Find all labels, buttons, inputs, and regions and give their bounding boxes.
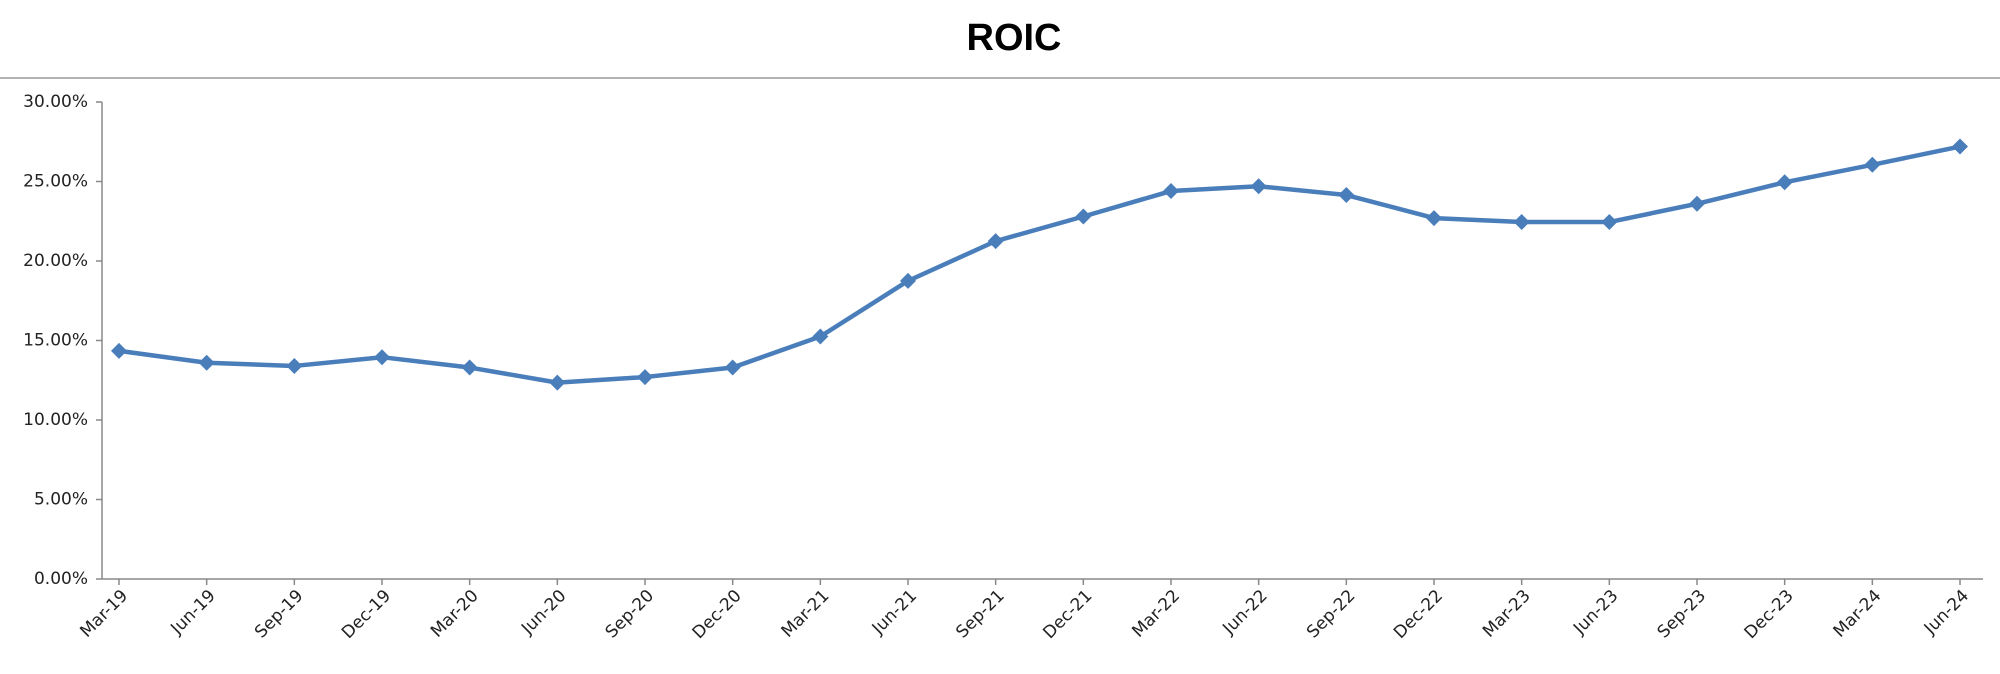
data-point <box>286 357 303 374</box>
x-tick-label: Jun-20 <box>517 586 570 639</box>
x-tick-label: Mar-24 <box>1830 586 1886 642</box>
x-tick-label: Jun-24 <box>1920 586 1973 639</box>
x-tick-label: Jun-22 <box>1218 586 1271 639</box>
data-line <box>118 144 1961 385</box>
x-tick-label: Dec-20 <box>689 586 746 643</box>
y-tick-label: 5.00% <box>34 490 88 510</box>
data-point <box>374 349 390 366</box>
data-point <box>637 369 653 386</box>
x-tick-label: Jun-23 <box>1569 586 1622 639</box>
x-tick-label: Jun-21 <box>868 586 921 639</box>
x-tick-label: Jun-19 <box>166 586 219 639</box>
y-tick-label: 30.00% <box>23 92 88 112</box>
data-point <box>1513 214 1530 231</box>
data-point <box>1689 195 1705 212</box>
data-point <box>198 354 215 371</box>
x-tick-label: Mar-19 <box>76 586 132 642</box>
data-point <box>987 233 1004 250</box>
chart-title: ROIC <box>967 17 1062 59</box>
x-tick-label: Dec-19 <box>338 586 395 643</box>
data-point <box>1163 183 1179 200</box>
data-point <box>724 359 741 376</box>
x-tick-label: Sep-22 <box>1303 586 1359 642</box>
x-tick-label: Dec-23 <box>1741 586 1798 643</box>
data-point <box>1776 174 1793 191</box>
x-tick-label: Mar-22 <box>1128 586 1184 642</box>
y-tick-label: 0.00% <box>34 569 88 589</box>
x-tick-label: Dec-21 <box>1039 586 1096 643</box>
data-point <box>549 374 566 391</box>
x-tick-label: Mar-20 <box>427 586 483 642</box>
data-point <box>812 328 829 345</box>
data-point <box>1952 138 1968 155</box>
data-point <box>900 272 916 289</box>
x-tick-label: Mar-21 <box>778 586 834 642</box>
y-tick-label: 25.00% <box>23 172 88 192</box>
x-tick-label: Sep-19 <box>251 586 307 642</box>
data-point <box>1426 210 1442 227</box>
data-point <box>1075 208 1092 225</box>
data-point <box>1250 178 1267 195</box>
data-point <box>1864 156 1881 173</box>
data-point <box>111 342 127 359</box>
x-tick-label: Mar-23 <box>1479 586 1535 642</box>
y-tick-label: 10.00% <box>23 410 88 430</box>
data-point <box>1338 187 1355 204</box>
data-point <box>1601 214 1618 231</box>
x-tick-label: Sep-23 <box>1654 586 1710 642</box>
data-point <box>461 359 478 376</box>
x-tick-label: Dec-22 <box>1390 586 1447 643</box>
x-tick-label: Sep-20 <box>602 586 658 642</box>
y-tick-label: 15.00% <box>23 331 88 351</box>
x-tick-label: Sep-21 <box>952 586 1008 642</box>
y-tick-label: 20.00% <box>23 251 88 271</box>
